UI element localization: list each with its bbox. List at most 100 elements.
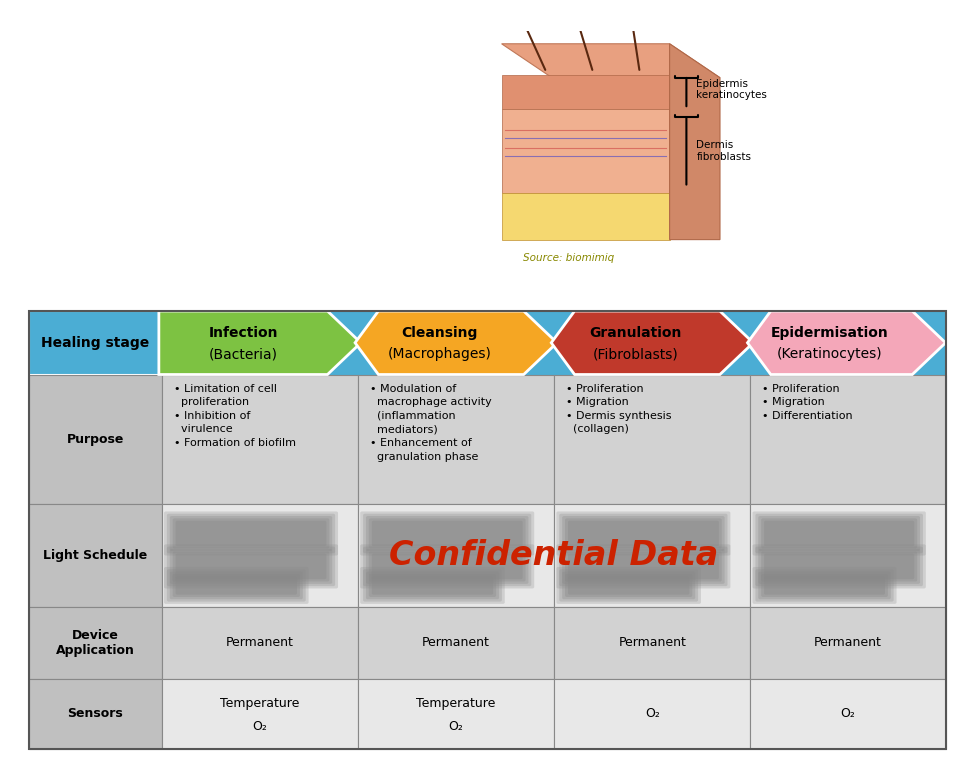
FancyBboxPatch shape [563,571,695,599]
FancyBboxPatch shape [369,551,525,581]
Text: Light Schedule: Light Schedule [43,548,148,561]
FancyBboxPatch shape [170,549,332,584]
Text: Granulation: Granulation [589,326,682,340]
Bar [358,375,554,504]
FancyBboxPatch shape [756,547,923,586]
FancyBboxPatch shape [167,569,305,601]
Bar [161,679,358,749]
Bar [161,375,358,504]
FancyBboxPatch shape [758,571,891,599]
Text: Purpose: Purpose [66,432,124,445]
FancyBboxPatch shape [568,554,719,579]
FancyBboxPatch shape [563,549,725,584]
FancyBboxPatch shape [560,569,698,601]
FancyBboxPatch shape [372,554,522,579]
FancyBboxPatch shape [360,567,505,604]
FancyBboxPatch shape [173,574,300,597]
FancyBboxPatch shape [565,574,692,597]
Bar [358,504,554,607]
FancyBboxPatch shape [756,514,923,553]
Polygon shape [355,311,557,375]
Polygon shape [551,311,754,375]
Bar [29,311,161,375]
FancyBboxPatch shape [557,545,731,588]
FancyBboxPatch shape [756,569,894,601]
Text: Cleansing: Cleansing [401,326,477,340]
FancyBboxPatch shape [565,518,722,548]
FancyBboxPatch shape [363,569,502,601]
Text: Confidential Data: Confidential Data [389,538,718,571]
FancyBboxPatch shape [170,571,302,599]
FancyBboxPatch shape [764,554,914,579]
Text: • Proliferation
• Migration
• Differentiation: • Proliferation • Migration • Differenti… [762,383,852,421]
Text: O₂: O₂ [252,720,267,733]
FancyBboxPatch shape [372,521,522,546]
FancyBboxPatch shape [173,551,329,581]
FancyBboxPatch shape [167,547,335,586]
Text: (Keratinocytes): (Keratinocytes) [777,347,882,361]
Text: Sensors: Sensors [67,707,123,720]
FancyBboxPatch shape [360,545,534,588]
FancyBboxPatch shape [758,516,920,551]
Text: Epidermis
keratinocytes: Epidermis keratinocytes [696,78,767,101]
Bar [751,607,946,679]
Bar [501,193,669,240]
FancyBboxPatch shape [360,511,534,555]
Bar [501,109,669,193]
Bar [29,679,161,749]
Bar [751,679,946,749]
Polygon shape [748,311,946,375]
Polygon shape [158,311,361,375]
FancyBboxPatch shape [764,576,885,594]
FancyBboxPatch shape [164,545,338,588]
Text: Device
Application: Device Application [56,629,134,657]
Text: O₂: O₂ [841,707,855,720]
FancyBboxPatch shape [560,514,728,553]
Text: Permanent: Permanent [814,636,882,649]
FancyBboxPatch shape [563,516,725,551]
Bar [554,504,751,607]
FancyBboxPatch shape [761,574,888,597]
Text: Temperature: Temperature [220,697,300,710]
Bar [29,504,161,607]
Text: (Macrophages): (Macrophages) [388,347,492,361]
FancyBboxPatch shape [557,567,701,604]
Text: Dermis
fibroblasts: Dermis fibroblasts [696,140,752,161]
FancyBboxPatch shape [164,567,308,604]
Bar [554,375,751,504]
Bar [358,679,554,749]
Text: (Fibroblasts): (Fibroblasts) [592,347,679,361]
FancyBboxPatch shape [565,551,722,581]
FancyBboxPatch shape [173,518,329,548]
Bar [29,311,946,375]
FancyBboxPatch shape [369,574,496,597]
Bar [554,607,751,679]
Bar [161,504,358,607]
Text: Permanent: Permanent [422,636,490,649]
Bar [29,607,161,679]
FancyBboxPatch shape [363,514,531,553]
Bar [358,607,554,679]
Text: Permanent: Permanent [226,636,294,649]
FancyBboxPatch shape [753,511,925,555]
FancyBboxPatch shape [363,547,531,586]
FancyBboxPatch shape [170,516,332,551]
FancyBboxPatch shape [761,518,917,548]
FancyBboxPatch shape [568,576,689,594]
FancyBboxPatch shape [764,521,914,546]
Bar [554,679,751,749]
Text: Infection: Infection [208,326,278,340]
FancyBboxPatch shape [176,554,326,579]
Bar [29,311,946,749]
Text: • Modulation of
  macrophage activity
  (inflammation
  mediators)
• Enhancement: • Modulation of macrophage activity (inf… [370,383,492,462]
FancyBboxPatch shape [366,516,528,551]
Text: Permanent: Permanent [618,636,686,649]
Text: Epidermisation: Epidermisation [771,326,889,340]
Bar [751,375,946,504]
Text: Temperature: Temperature [417,697,495,710]
FancyBboxPatch shape [164,511,338,555]
Text: Healing stage: Healing stage [41,336,150,349]
FancyBboxPatch shape [753,545,925,588]
FancyBboxPatch shape [366,549,528,584]
FancyBboxPatch shape [167,514,335,553]
